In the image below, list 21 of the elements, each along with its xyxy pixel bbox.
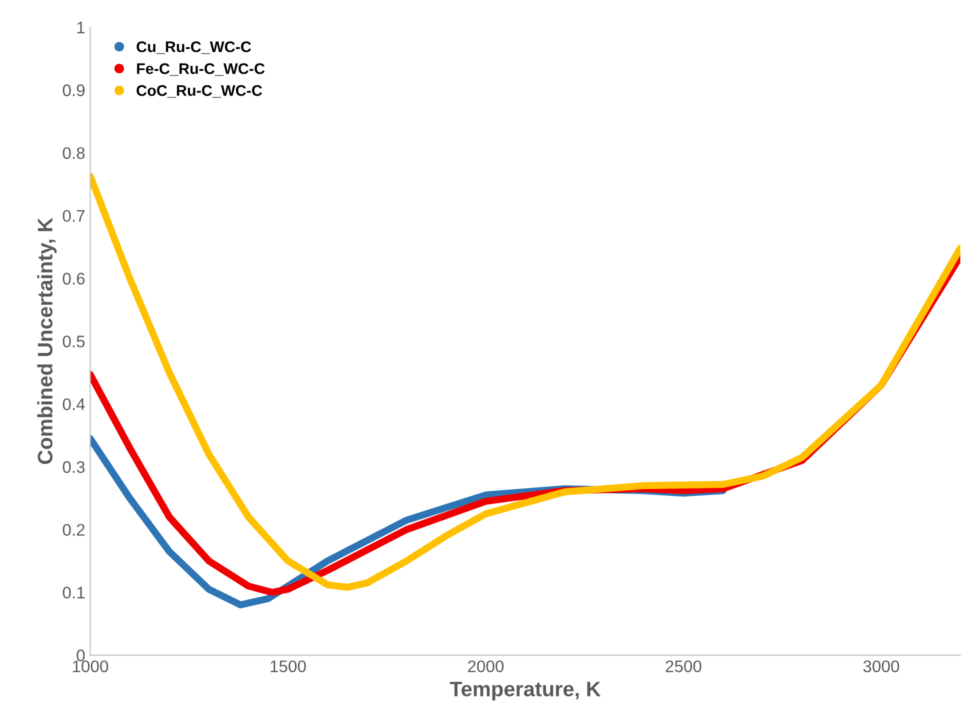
legend-label: CoC_Ru-C_WC-C [136, 85, 262, 98]
legend-label: Fe-C_Ru-C_WC-C [137, 63, 265, 76]
x-tick-label: 1500 [270, 660, 306, 672]
legend-label: Cu_Ru-C_WC-C [136, 41, 252, 54]
y-tick-label: 0.1 [62, 586, 85, 599]
y-tick-label: 0.3 [62, 461, 85, 473]
x-tick-label: 1000 [72, 660, 108, 672]
x-tick-label: 3000 [863, 660, 900, 672]
x-tick-label: 2000 [468, 660, 504, 672]
y-tick-label: 0.7 [62, 210, 85, 222]
y-tick-label: 0.9 [62, 84, 85, 96]
x-axis-title: Temperature, K [450, 682, 601, 701]
y-tick-label: 0 [76, 650, 85, 662]
y-tick-label: 0.5 [62, 336, 85, 348]
y-tick-label: 0.8 [62, 147, 85, 159]
x-tick-label: 2500 [666, 660, 702, 672]
y-tick-label: 0.2 [62, 524, 85, 536]
y-tick-label: 1 [77, 22, 85, 34]
y-axis-title: Combined Uncertainty, K [37, 218, 57, 464]
y-tick-label: 0.4 [62, 398, 85, 410]
y-tick-label: 0.6 [62, 272, 85, 285]
